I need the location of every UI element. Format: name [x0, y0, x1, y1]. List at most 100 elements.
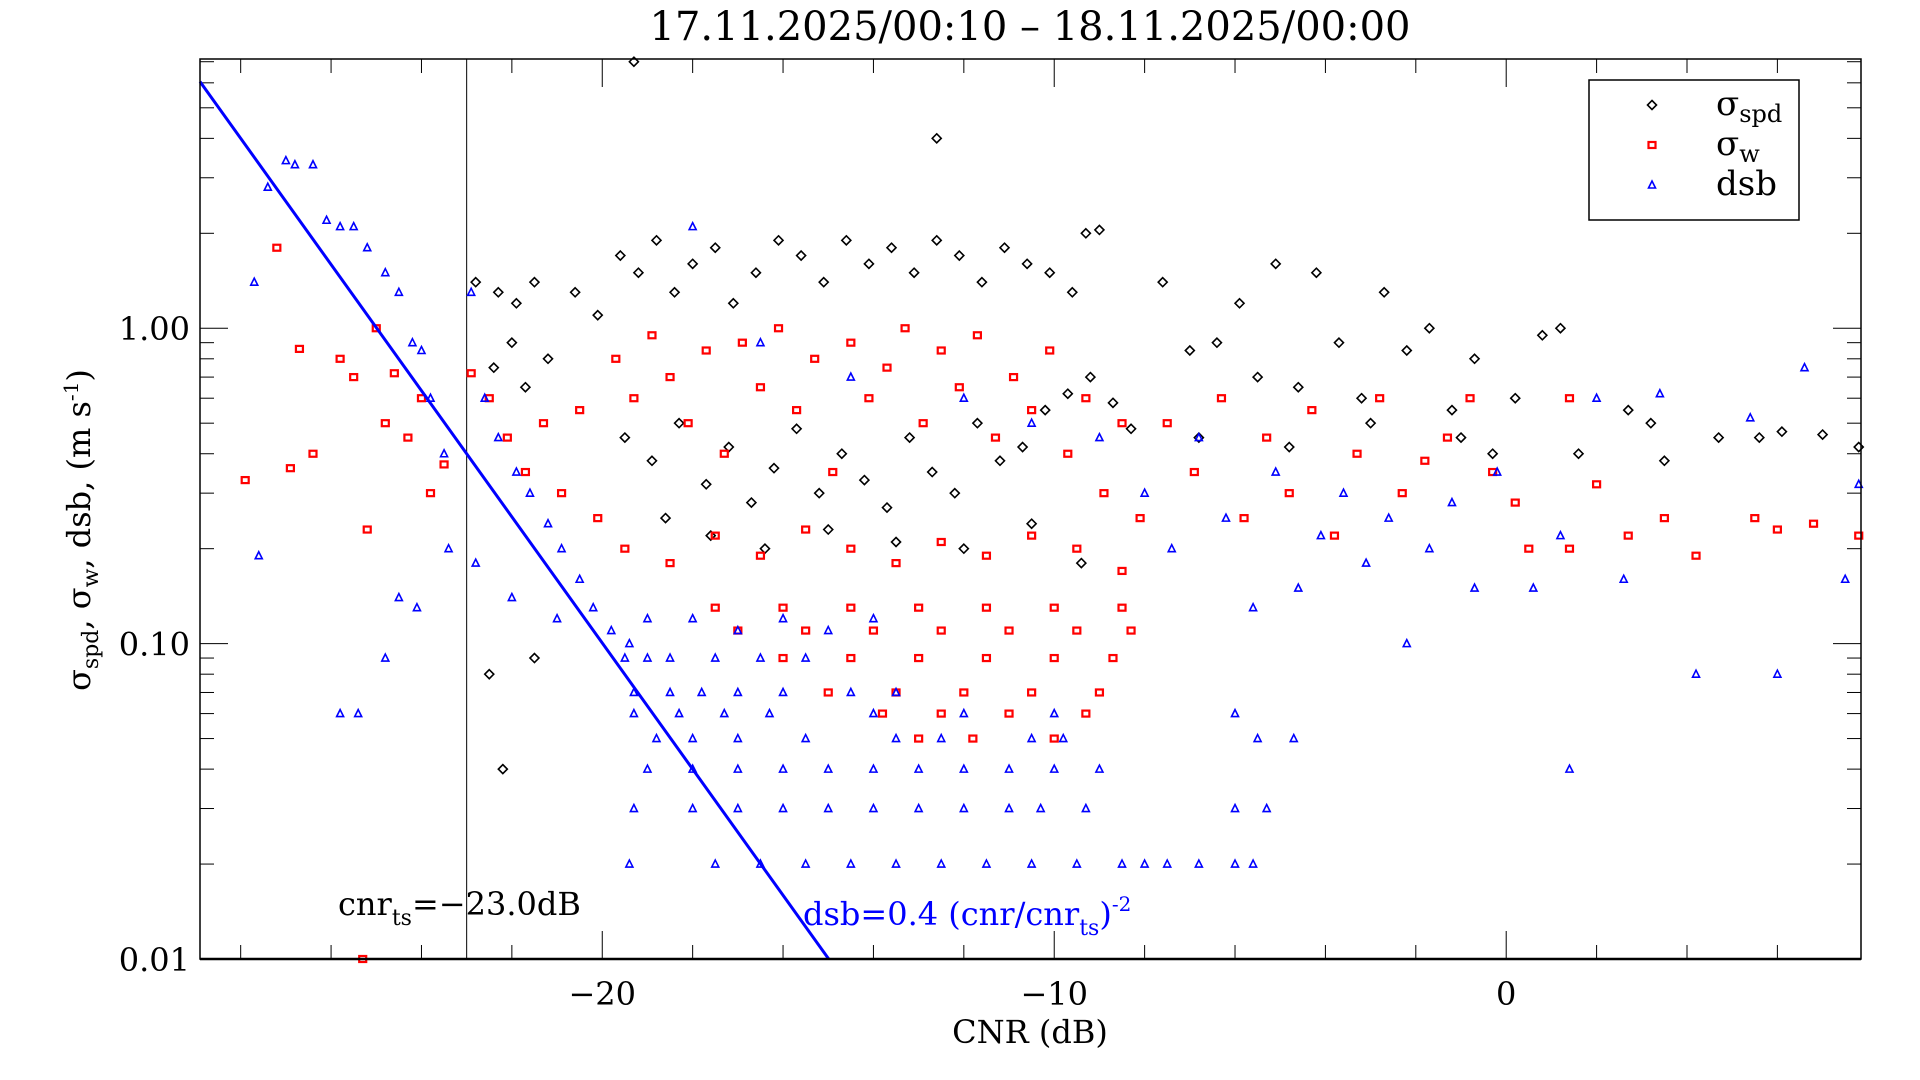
sigma_w-point: [914, 734, 924, 743]
dsb-point: [1026, 417, 1037, 427]
y-tick-label: 1.00: [119, 310, 190, 348]
dsb-point: [868, 707, 879, 718]
dsb-point: [959, 707, 969, 718]
sigma_w-point: [846, 338, 856, 347]
sigma_spd-point: [1075, 557, 1087, 569]
sigma_w-point: [593, 514, 603, 523]
dsb-point: [511, 466, 522, 476]
dsb-point: [800, 652, 811, 662]
sigma_w-point: [918, 419, 928, 428]
sigma_spd-point: [483, 668, 495, 680]
sigma_w-point: [1045, 346, 1055, 355]
sigma_spd-point: [840, 234, 852, 246]
sigma_spd-point: [813, 487, 825, 499]
sigma_spd-point: [1401, 344, 1413, 357]
dsb-point: [1004, 802, 1014, 813]
dsb-point: [290, 158, 300, 169]
sigma_spd-point: [470, 276, 482, 288]
sigma_w-point: [466, 369, 476, 378]
dsb-point: [1293, 582, 1304, 592]
sigma_spd-point: [1080, 227, 1092, 239]
sigma_w-point: [1099, 489, 1109, 498]
series-dsb: [249, 154, 1864, 868]
sigma_spd-point: [881, 501, 893, 514]
dsb-point: [470, 557, 481, 567]
dsb-point: [936, 858, 947, 868]
x-tick-label: −10: [1020, 975, 1088, 1013]
dsb-point: [552, 612, 562, 623]
sigma_w-point: [620, 544, 630, 553]
dsb-point: [778, 686, 788, 697]
sigma_spd-point: [632, 267, 645, 279]
dsb-point: [394, 286, 404, 297]
sigma_spd-point: [659, 512, 672, 524]
sigma_w-point: [380, 419, 390, 428]
sigma_spd-point: [1753, 431, 1765, 444]
sigma_spd-point: [1554, 322, 1567, 334]
sigma_w-point: [719, 449, 729, 458]
sigma_spd-point: [1658, 455, 1671, 467]
sigma_spd-point: [1062, 388, 1074, 400]
dsb-point: [778, 763, 788, 773]
sigma_w-point: [294, 344, 305, 353]
sigma_spd-point: [1776, 426, 1788, 438]
dsb-point: [1361, 557, 1371, 567]
sigma_spd-point: [958, 543, 970, 555]
sigma_w-point: [1442, 433, 1453, 442]
sigma_w-point: [1659, 514, 1669, 523]
legend-marker-triangle: [1647, 179, 1657, 189]
dsb-point: [1618, 573, 1629, 584]
fit-line: [198, 80, 830, 960]
dsb-point: [1026, 732, 1037, 743]
sigma_w-point: [1591, 480, 1602, 489]
sigma_spd-point: [998, 242, 1011, 254]
sigma_w-point: [416, 394, 427, 403]
sigma_w-point: [846, 603, 856, 612]
sigma_spd-point: [1184, 344, 1196, 357]
dsb-point: [556, 542, 567, 553]
sigma_w-point: [538, 419, 549, 428]
dsb-point: [1492, 466, 1502, 476]
sigma_w-point: [1524, 544, 1534, 553]
sigma_w-point: [1284, 489, 1294, 498]
dsb-point: [1194, 431, 1204, 442]
legend-box: [1588, 79, 1800, 221]
dsb-point: [1035, 802, 1046, 813]
sigma_spd-point: [650, 234, 663, 246]
dsb-point: [479, 392, 490, 403]
dsb-point: [416, 344, 427, 355]
sigma_spd-point: [687, 258, 699, 270]
dsb-point: [466, 286, 476, 297]
sigma_w-point: [1750, 514, 1760, 523]
sigma_spd-point: [1364, 417, 1377, 429]
sigma_w-point: [1027, 406, 1037, 415]
sigma_w-point: [1162, 419, 1172, 428]
sigma_spd-point: [1044, 267, 1056, 279]
sigma_w-point: [1352, 449, 1362, 458]
sigma_w-point: [1772, 525, 1782, 534]
sigma_w-point: [710, 603, 720, 612]
x-tick-label: 0: [1496, 975, 1516, 1013]
dsb-point: [823, 763, 834, 773]
sigma_w-point: [959, 688, 969, 697]
dsb-point: [687, 802, 698, 813]
sigma_spd-point: [1093, 224, 1106, 236]
sigma_w-point: [891, 559, 901, 568]
sigma_spd-point: [510, 297, 523, 309]
dsb-point: [1401, 637, 1412, 648]
sigma_spd-point: [1378, 286, 1390, 298]
sigma_spd-point: [1283, 441, 1295, 453]
sigma_spd-point: [1487, 448, 1499, 460]
sigma_w-point: [308, 449, 318, 458]
sigma_spd-point: [646, 455, 658, 467]
dsb-point: [1338, 487, 1349, 497]
sigma_spd-point: [750, 267, 762, 279]
dsb-point: [1316, 529, 1326, 540]
sigma_spd-point: [1853, 441, 1865, 453]
sigma_w-point: [1691, 551, 1701, 560]
sigma_spd-point: [795, 249, 807, 262]
dsb-point: [443, 542, 454, 553]
sigma_w-point: [484, 394, 494, 403]
dsb-point: [629, 707, 639, 718]
dsb-point: [353, 707, 363, 718]
